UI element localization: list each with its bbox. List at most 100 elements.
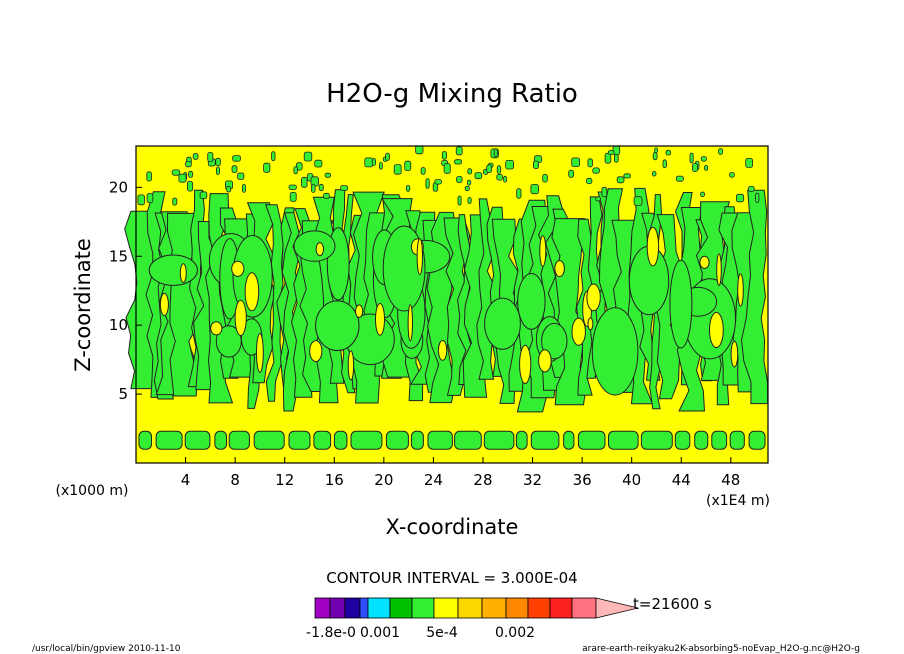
- upper-spot: [568, 169, 575, 178]
- upper-spot: [467, 196, 472, 204]
- upper-spot: [318, 183, 324, 192]
- y-tick-label: 20: [109, 178, 128, 196]
- upper-spot: [455, 146, 463, 156]
- upper-spot: [665, 149, 672, 156]
- upper-spot: [293, 166, 298, 175]
- dry-patch: [699, 255, 710, 269]
- footer-source: arare-earth-reikyaku2K-absorbing5-noEvap…: [582, 644, 860, 654]
- upper-spots: [137, 145, 760, 206]
- upper-spot: [226, 185, 232, 193]
- upper-spot: [614, 153, 619, 163]
- upper-spot: [199, 191, 208, 200]
- upper-spot: [456, 176, 463, 183]
- colorbar-swatch: [457, 597, 483, 619]
- colorbar-swatch: [359, 597, 369, 619]
- moist-patch: [148, 254, 198, 286]
- dry-patch: [587, 317, 594, 331]
- colorbar-swatch: [314, 597, 331, 619]
- dry-patch: [586, 283, 601, 312]
- x-axis-label: X-coordinate: [386, 515, 519, 539]
- upper-spot: [178, 173, 187, 183]
- upper-spot: [301, 176, 308, 188]
- upper-spot: [466, 179, 472, 186]
- colorbar-arrow: [595, 597, 639, 619]
- x-tick-label: 32: [523, 471, 542, 489]
- upper-spot: [595, 196, 601, 202]
- upper-spot: [393, 164, 402, 175]
- upper-spot: [616, 176, 625, 184]
- upper-spot: [748, 185, 755, 192]
- upper-spot: [311, 184, 316, 193]
- contour-interval-label: CONTOUR INTERVAL = 3.000E-04: [326, 569, 577, 587]
- x-tick-label: 8: [230, 471, 240, 489]
- low-band-cell: [711, 430, 728, 450]
- low-band-cell: [385, 430, 409, 450]
- upper-spot: [718, 148, 723, 155]
- dry-patch: [709, 311, 724, 349]
- dry-patch: [355, 304, 364, 319]
- colorbar-swatch: [344, 597, 361, 619]
- upper-spot: [263, 162, 271, 173]
- upper-spot: [443, 163, 451, 174]
- dry-patch: [539, 235, 547, 267]
- x-tick-label: 24: [424, 471, 443, 489]
- colorbar-swatch: [527, 597, 551, 619]
- dry-patch: [737, 273, 744, 307]
- upper-spot: [172, 197, 178, 206]
- upper-spot: [340, 185, 349, 191]
- upper-spot: [652, 152, 658, 161]
- colorbar-swatch: [411, 597, 435, 619]
- dry-patch: [416, 238, 423, 276]
- low-band-cell: [214, 430, 227, 450]
- upper-spot: [571, 157, 581, 167]
- moist-patch: [315, 300, 360, 352]
- dry-patch: [716, 253, 722, 287]
- x-tick-label: 40: [622, 471, 641, 489]
- colorbar-swatch: [571, 597, 597, 619]
- x-axis: 4 8 12 16 20 24 28 32 36 40 44 48: [181, 457, 740, 489]
- colorbar-labels: -1.8e-0 0.001 5e-4 0.002: [306, 625, 535, 641]
- upper-spot: [405, 184, 411, 192]
- upper-spot: [288, 184, 297, 190]
- upper-spot: [662, 159, 667, 169]
- low-band-cell: [155, 430, 183, 450]
- low-band: [138, 430, 766, 450]
- y-unit-label: (x1000 m): [56, 483, 129, 499]
- dry-patch: [244, 272, 260, 312]
- upper-spot: [215, 157, 221, 167]
- upper-spot: [601, 186, 608, 198]
- upper-spot: [323, 192, 330, 199]
- upper-spot: [530, 184, 539, 195]
- upper-spot: [171, 169, 181, 176]
- low-band-cell: [608, 430, 639, 450]
- upper-spot: [415, 145, 424, 155]
- colorbar-swatch: [329, 597, 346, 619]
- upper-spot: [324, 172, 332, 178]
- low-band-cell: [313, 430, 332, 450]
- upper-spot: [486, 164, 492, 173]
- low-band-cell: [253, 430, 285, 450]
- moist-patch: [591, 307, 639, 396]
- low-band-cell: [288, 430, 311, 450]
- upper-spot: [371, 158, 376, 166]
- dry-patch: [315, 242, 324, 257]
- upper-spot: [314, 159, 323, 168]
- low-band-cell: [694, 430, 709, 450]
- low-band-cell: [454, 430, 482, 450]
- y-axis: 5 10 15 20: [109, 178, 142, 403]
- colorbar-label: 0.002: [495, 625, 535, 641]
- upper-spot: [505, 159, 515, 170]
- y-axis-label: Z-coordinate: [71, 238, 95, 372]
- low-band-cell: [748, 430, 766, 450]
- upper-spot: [303, 151, 313, 162]
- dry-patch: [407, 304, 413, 342]
- upper-spot: [516, 188, 522, 199]
- dry-patch: [179, 263, 187, 283]
- moist-midlevel: [148, 225, 744, 396]
- upper-spot: [434, 179, 442, 185]
- low-band-cell: [483, 430, 515, 450]
- upper-spot: [633, 196, 643, 206]
- upper-spot: [192, 153, 199, 160]
- dry-patch: [210, 321, 223, 336]
